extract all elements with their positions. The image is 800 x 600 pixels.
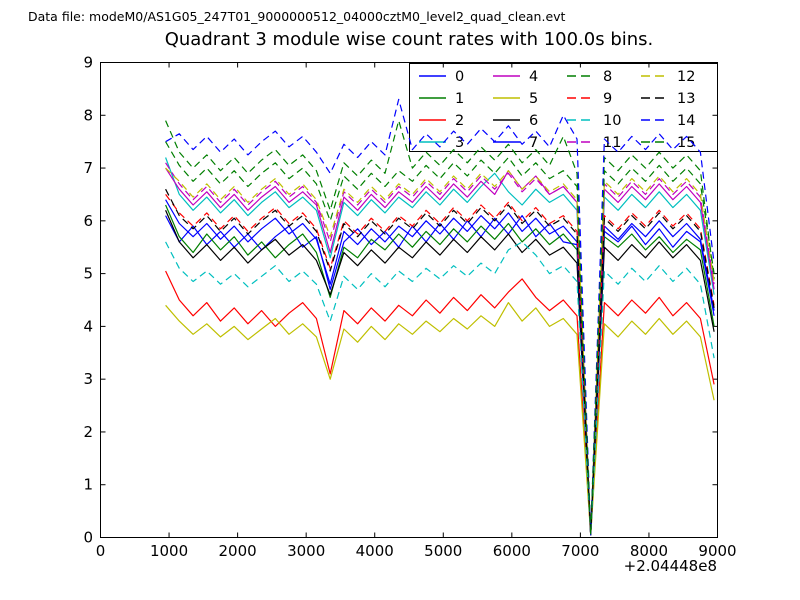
y-tick-label: 9 xyxy=(83,54,93,72)
series-line-15 xyxy=(165,141,715,536)
legend-label-2: 2 xyxy=(455,113,464,129)
y-tick-label: 3 xyxy=(83,370,93,388)
y-tick-label: 1 xyxy=(83,476,93,494)
series-line-0 xyxy=(165,215,715,536)
legend-label-1: 1 xyxy=(455,91,464,107)
legend-label-8: 8 xyxy=(603,69,612,85)
series-line-11 xyxy=(165,162,715,536)
y-tick-label: 6 xyxy=(83,212,93,230)
x-tick-label: 7000 xyxy=(561,542,599,560)
series-line-5 xyxy=(165,302,715,536)
x-tick-label: 3000 xyxy=(287,542,325,560)
x-tick-label: 0 xyxy=(96,542,106,560)
x-tick-label: 8000 xyxy=(630,542,668,560)
x-tick-label: 6000 xyxy=(493,542,531,560)
series-line-3 xyxy=(165,157,715,536)
legend-label-15: 15 xyxy=(677,135,695,151)
chart-title: Quadrant 3 module wise count rates with … xyxy=(165,29,654,50)
legend-label-9: 9 xyxy=(603,91,612,107)
x-tick-label: 9000 xyxy=(698,542,736,560)
legend-label-4: 4 xyxy=(529,69,538,85)
legend-label-10: 10 xyxy=(603,113,621,129)
x-tick-label: 2000 xyxy=(219,542,257,560)
y-tick-label: 4 xyxy=(83,317,93,335)
y-tick-label: 2 xyxy=(83,423,93,441)
x-tick-label: 4000 xyxy=(356,542,394,560)
plot-border xyxy=(100,62,718,538)
series-line-7 xyxy=(165,199,715,536)
series-line-8 xyxy=(165,119,715,536)
y-tick-label: 8 xyxy=(83,106,93,124)
y-tick-label: 7 xyxy=(83,159,93,177)
legend-label-5: 5 xyxy=(529,91,538,107)
x-axis-offset-label: +2.04448e8 xyxy=(624,557,717,575)
legend-label-0: 0 xyxy=(455,69,464,85)
legend-label-13: 13 xyxy=(677,91,695,107)
legend-label-12: 12 xyxy=(677,69,695,85)
legend-label-3: 3 xyxy=(455,135,464,151)
data-file-label: Data file: modeM0/AS1G05_247T01_90000005… xyxy=(28,9,566,24)
series-line-2 xyxy=(165,270,715,536)
legend-label-14: 14 xyxy=(677,113,695,129)
series-line-1 xyxy=(165,204,715,536)
series-line-14 xyxy=(165,98,715,536)
axes: 0 1000 2000 3000 4000 5000 6000 7000 8000 9000012… xyxy=(83,54,736,561)
series-line-6 xyxy=(165,210,715,536)
series-line-13 xyxy=(165,188,715,536)
series-line-10 xyxy=(165,241,715,536)
x-tick-label: 1000 xyxy=(150,542,188,560)
x-tick-label: 5000 xyxy=(424,542,462,560)
series-line-12 xyxy=(165,167,715,536)
legend-label-6: 6 xyxy=(529,113,538,129)
y-tick-label: 5 xyxy=(83,265,93,283)
legend-label-7: 7 xyxy=(529,135,538,151)
series-lines xyxy=(165,98,715,536)
series-line-4 xyxy=(165,167,715,536)
legend-label-11: 11 xyxy=(603,135,621,151)
y-tick-label: 0 xyxy=(83,529,93,547)
